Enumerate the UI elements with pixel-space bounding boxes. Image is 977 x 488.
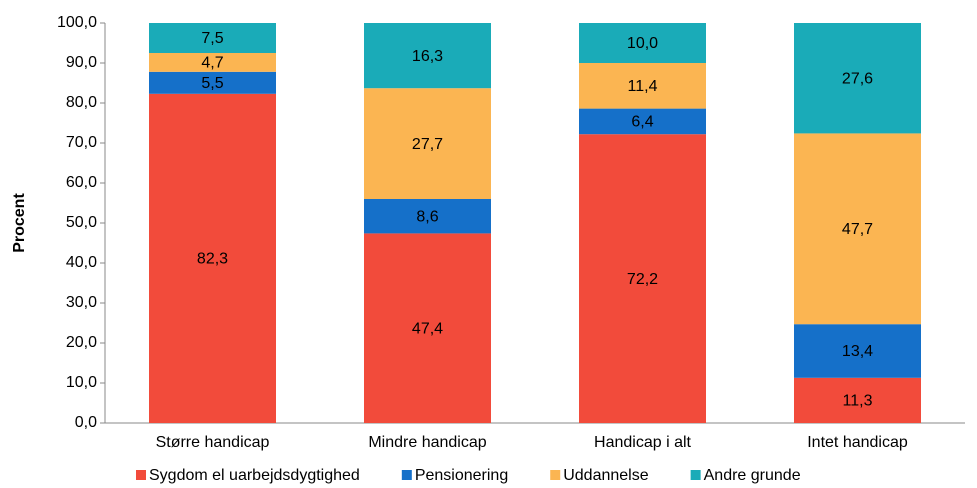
y-tick-label: 100,0	[57, 14, 97, 31]
y-tick-label: 50,0	[66, 214, 97, 231]
bar-segment	[364, 233, 491, 423]
x-tick-label: Større handicap	[156, 434, 270, 451]
bar-segment	[794, 377, 921, 423]
legend-label: Sygdom el uarbejdsdygtighed	[149, 467, 360, 484]
bar-segment	[364, 199, 491, 234]
data-label: 5,5	[201, 75, 223, 92]
x-tick-label: Handicap i alt	[594, 434, 692, 451]
legend-swatch	[550, 470, 561, 480]
data-label: 16,3	[412, 48, 443, 65]
bar-segment	[149, 93, 276, 424]
data-label: 11,4	[628, 78, 658, 95]
legend-label: Uddannelse	[563, 467, 649, 484]
y-tick-label: 30,0	[66, 294, 97, 311]
bar-segment	[794, 23, 921, 134]
data-label: 72,2	[627, 271, 658, 288]
data-label: 4,7	[201, 55, 223, 72]
y-tick-label: 20,0	[66, 334, 97, 351]
bar-segment	[149, 23, 276, 53]
data-label: 27,7	[412, 136, 443, 153]
bar-segment	[794, 324, 921, 378]
data-label: 27,6	[842, 70, 873, 87]
data-label: 7,5	[201, 30, 223, 47]
bar-segment	[579, 23, 706, 63]
y-tick-label: 90,0	[66, 54, 97, 71]
legend-label: Andre grunde	[704, 467, 801, 484]
y-tick-label: 80,0	[66, 94, 97, 111]
x-tick-label: Mindre handicap	[368, 434, 486, 451]
data-label: 6,4	[631, 114, 653, 131]
bar-segment	[579, 108, 706, 135]
legend-swatch	[136, 470, 146, 480]
x-tick-label: Intet handicap	[807, 434, 908, 451]
data-label: 11,3	[843, 393, 873, 410]
y-tick-label: 40,0	[66, 254, 97, 271]
y-tick-label: 70,0	[66, 134, 97, 151]
y-tick-label: 10,0	[66, 374, 97, 391]
data-label: 13,4	[842, 343, 873, 360]
y-tick-label: 0,0	[75, 414, 97, 431]
bar-segment	[364, 88, 491, 199]
data-label: 82,3	[197, 251, 228, 268]
y-axis-label: Procent	[11, 193, 28, 253]
legend-swatch	[690, 470, 701, 480]
data-label: 10,0	[627, 35, 658, 52]
legend-label: Pensionering	[415, 467, 508, 484]
bar-segment	[579, 63, 706, 109]
bar-segment	[364, 23, 491, 89]
data-label: 8,6	[416, 208, 438, 225]
bar-segment	[149, 53, 276, 72]
legend-swatch	[401, 470, 412, 480]
bar-segment	[794, 133, 921, 325]
y-tick-label: 60,0	[66, 174, 97, 191]
data-label: 47,4	[412, 320, 443, 337]
data-label: 47,7	[842, 221, 873, 238]
bar-segment	[579, 134, 706, 423]
bar-segment	[149, 71, 276, 94]
